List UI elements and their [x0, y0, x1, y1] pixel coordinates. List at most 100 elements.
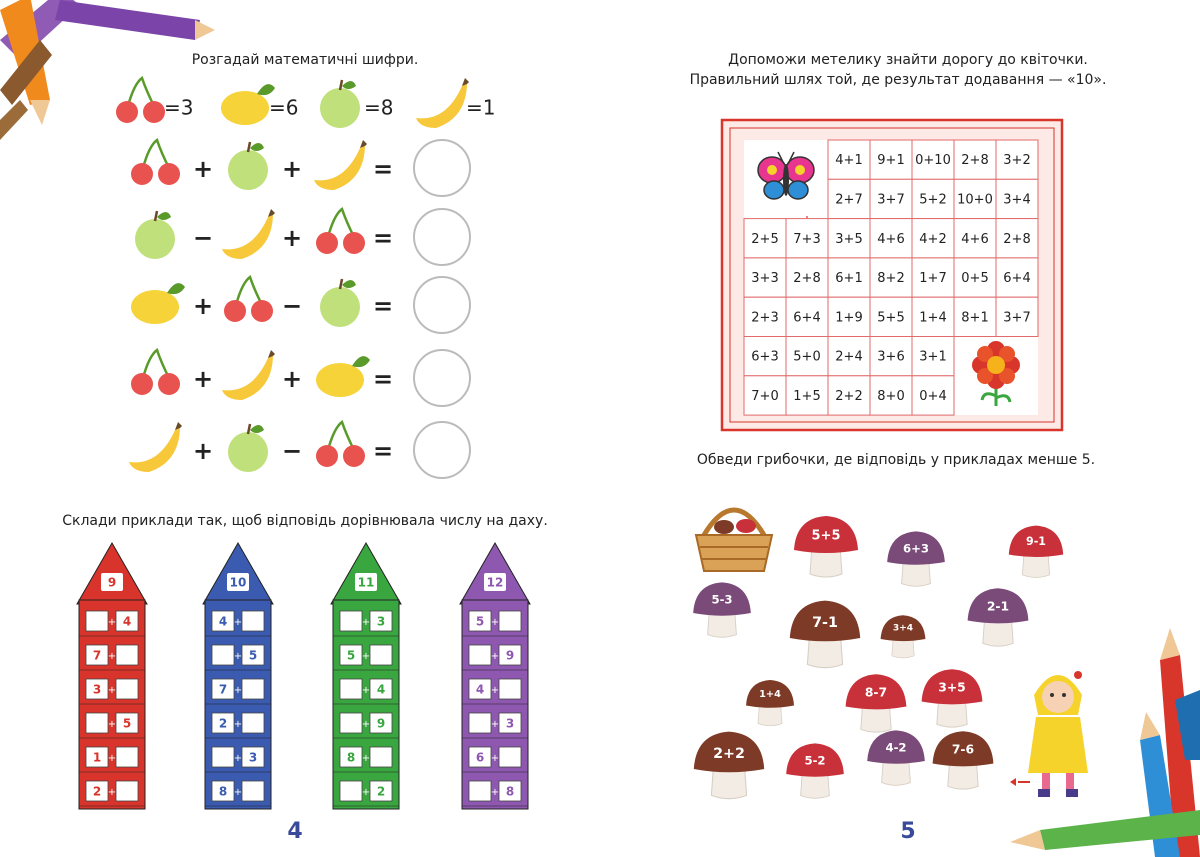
number-box	[115, 610, 139, 632]
number-box	[115, 712, 139, 734]
tip	[462, 78, 469, 86]
given-number: 5	[249, 649, 257, 663]
maze-expression: 9+1	[877, 153, 904, 168]
leaf	[250, 425, 264, 433]
number-box	[241, 746, 265, 768]
number-box	[241, 712, 265, 734]
plus-sign: +	[108, 651, 116, 662]
number-box	[211, 678, 235, 700]
maze-expression: 2+4	[835, 350, 862, 365]
apple	[320, 287, 360, 327]
number-box	[498, 746, 522, 768]
mushroom-expression: 9-1	[1026, 535, 1046, 548]
leaf	[167, 283, 185, 295]
maze-expression: 5+5	[877, 310, 904, 325]
maze-expression: 3+7	[1003, 310, 1030, 325]
number-box	[115, 644, 139, 666]
stem	[246, 141, 252, 153]
apple-icon	[228, 423, 268, 472]
leaf	[257, 84, 275, 96]
cipher-value: =6	[269, 96, 298, 120]
cherry	[343, 445, 365, 467]
operator: +	[193, 365, 213, 393]
given-number: 7	[93, 649, 101, 663]
mushroom-stem	[800, 769, 830, 799]
plus-sign: +	[108, 787, 116, 798]
maze-expression: 4+6	[961, 232, 988, 247]
roof-number: 12	[487, 576, 504, 590]
answer-circle	[413, 349, 471, 407]
number-box	[339, 678, 363, 700]
apple-icon	[228, 141, 268, 190]
cherry	[131, 373, 153, 395]
operator: =	[373, 365, 393, 393]
mushroom	[967, 588, 1029, 647]
number-box	[115, 678, 139, 700]
tip	[268, 209, 275, 217]
mushroom	[867, 730, 925, 786]
maze-expression: 5+0	[793, 350, 820, 365]
mushroom-expression: 7-1	[812, 615, 838, 631]
mushroom-cap	[967, 588, 1029, 624]
mushroom-stem	[1021, 550, 1051, 578]
mushroom-cap	[789, 600, 861, 642]
number-box	[85, 712, 109, 734]
maze-cell	[911, 375, 955, 416]
plus-sign: +	[234, 787, 242, 798]
arrow	[1010, 778, 1016, 786]
cherry	[158, 163, 180, 185]
plus-sign: +	[491, 617, 499, 628]
number-box	[498, 678, 522, 700]
banana-icon	[416, 78, 469, 128]
given-number: 8	[219, 785, 227, 799]
stem	[338, 79, 344, 91]
stem	[326, 419, 356, 451]
plus-sign: +	[234, 651, 242, 662]
given-number: 2	[219, 717, 227, 731]
given-number: 5	[123, 717, 131, 731]
maze-cell	[953, 178, 997, 220]
banana	[222, 356, 273, 400]
apple	[135, 219, 175, 259]
number-box	[498, 780, 522, 802]
mushroom-expression: 6+3	[903, 542, 929, 556]
maze-expression: 3+7	[877, 192, 904, 207]
stem	[326, 206, 356, 238]
maze-expression: 6+4	[793, 310, 820, 325]
plus-sign: +	[491, 787, 499, 798]
number-box	[211, 610, 235, 632]
mushroom-stem	[936, 697, 968, 728]
maze-expression: 4+2	[919, 232, 946, 247]
maze-expression: 2+8	[961, 153, 988, 168]
lemon-icon	[316, 356, 370, 397]
apple	[228, 150, 268, 190]
mushroom-stem	[809, 545, 843, 578]
girl-icon	[1028, 671, 1088, 797]
mushroom-cap	[921, 669, 983, 705]
operator: −	[282, 292, 302, 320]
roof-number: 10	[230, 576, 247, 590]
given-number: 3	[249, 751, 257, 765]
mushroom	[1008, 525, 1064, 578]
given-number: 6	[476, 751, 484, 765]
number-box	[241, 644, 265, 666]
given-number: 9	[506, 649, 514, 663]
mushroom-stem	[901, 557, 931, 587]
stem	[234, 274, 264, 306]
given-number: 4	[476, 683, 484, 697]
cherry	[343, 232, 365, 254]
number-box	[211, 712, 235, 734]
number-box	[468, 610, 492, 632]
mushroom-stem	[757, 702, 783, 727]
number-box	[339, 644, 363, 666]
tip	[360, 140, 367, 148]
plus-sign: +	[108, 753, 116, 764]
cherry	[143, 101, 165, 123]
plus-sign: +	[234, 685, 242, 696]
number-box	[468, 746, 492, 768]
number-box	[498, 712, 522, 734]
pencils-decoration	[0, 0, 215, 140]
operator: −	[193, 224, 213, 252]
maze-cell	[743, 296, 787, 338]
cherry	[316, 232, 338, 254]
